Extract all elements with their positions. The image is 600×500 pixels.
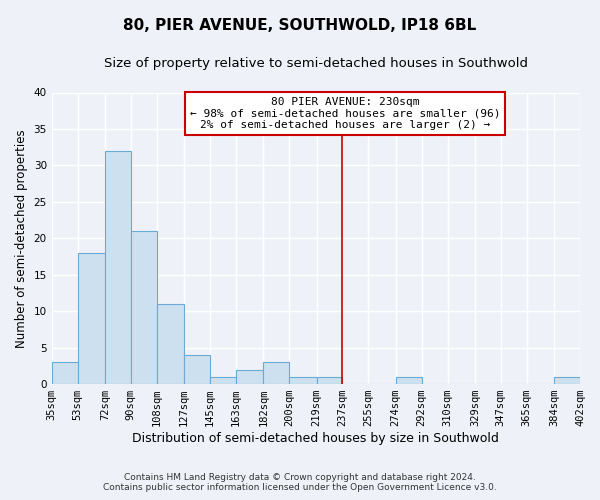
Bar	[396, 377, 422, 384]
Bar	[554, 377, 580, 384]
Bar	[317, 377, 343, 384]
Bar	[263, 362, 289, 384]
Text: Contains HM Land Registry data © Crown copyright and database right 2024.
Contai: Contains HM Land Registry data © Crown c…	[103, 473, 497, 492]
Bar	[184, 355, 210, 384]
Bar	[157, 304, 184, 384]
Bar	[236, 370, 263, 384]
Text: 80 PIER AVENUE: 230sqm
← 98% of semi-detached houses are smaller (96)
2% of semi: 80 PIER AVENUE: 230sqm ← 98% of semi-det…	[190, 97, 500, 130]
Bar	[77, 253, 105, 384]
Y-axis label: Number of semi-detached properties: Number of semi-detached properties	[15, 129, 28, 348]
Bar	[105, 151, 131, 384]
Bar	[289, 377, 317, 384]
X-axis label: Distribution of semi-detached houses by size in Southwold: Distribution of semi-detached houses by …	[133, 432, 499, 445]
Bar	[210, 377, 236, 384]
Bar	[131, 231, 157, 384]
Bar	[52, 362, 77, 384]
Text: 80, PIER AVENUE, SOUTHWOLD, IP18 6BL: 80, PIER AVENUE, SOUTHWOLD, IP18 6BL	[124, 18, 476, 32]
Title: Size of property relative to semi-detached houses in Southwold: Size of property relative to semi-detach…	[104, 58, 528, 70]
